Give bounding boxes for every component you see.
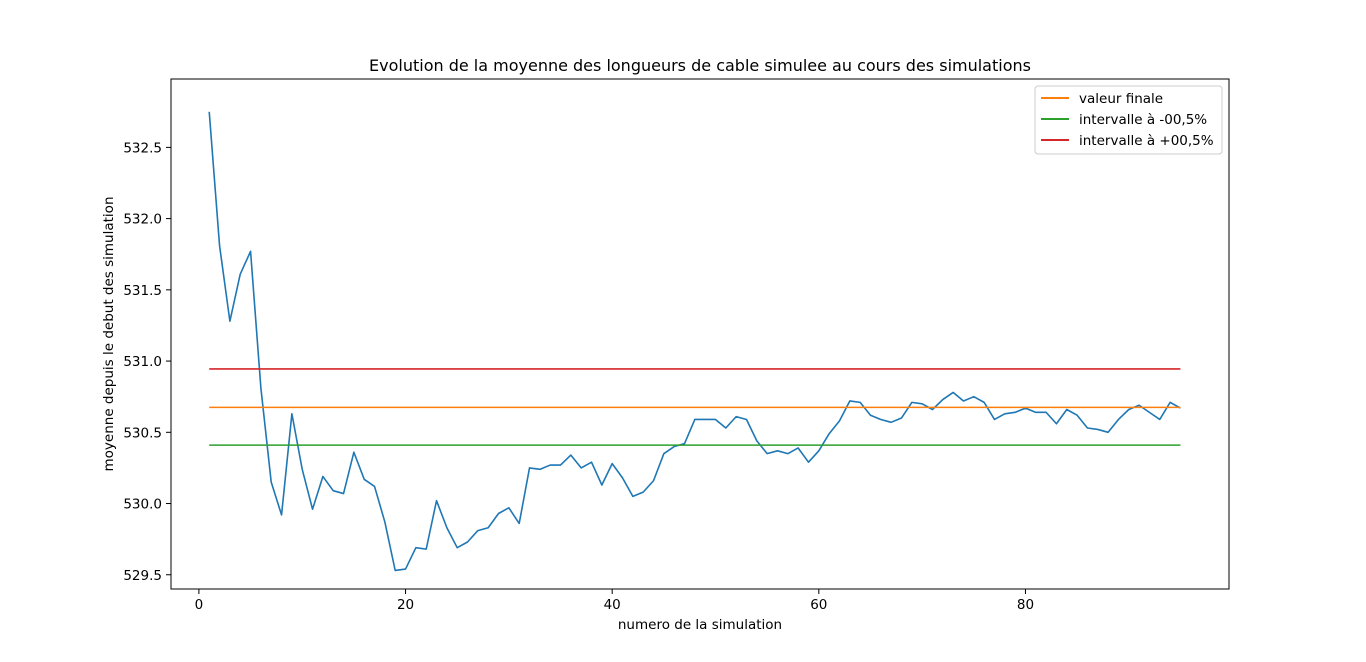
legend-box [1034,85,1223,155]
x-tick-label: 40 [604,597,621,613]
series-layer [208,111,1181,572]
y-tick-label: 531.5 [123,283,162,299]
legend-label-intervalle-plus: intervalle à +00,5% [1079,133,1214,149]
chart-title: Evolution de la moyenne des longueurs de… [369,56,1031,75]
x-tick-label: 60 [810,597,827,613]
plot-area [170,78,1230,590]
series-line-moyenne [208,111,1181,572]
y-tick-label: 532.5 [123,140,162,156]
y-axis-label: moyenne depuis le debut des simulation [101,197,117,472]
y-tick-label: 529.5 [123,568,162,584]
y-tick-label: 530.5 [123,425,162,441]
y-tick-label: 532.0 [123,212,162,228]
x-axis-label: numero de la simulation [618,617,782,633]
legend: valeur finale intervalle à -00,5% interv… [1034,85,1223,155]
x-tick-label: 20 [397,597,414,613]
x-tick-label: 80 [1017,597,1034,613]
x-tick-label: 0 [195,597,204,613]
legend-label-valeur-finale: valeur finale [1079,91,1163,107]
y-tick-label: 530.0 [123,497,162,513]
x-axis: 0 20 40 60 80 [195,589,1034,613]
y-tick-label: 531.0 [123,354,162,370]
y-axis: 529.5 530.0 530.5 531.0 531.5 532.0 532.5 [123,140,171,584]
legend-label-intervalle-moins: intervalle à -00,5% [1079,112,1207,128]
